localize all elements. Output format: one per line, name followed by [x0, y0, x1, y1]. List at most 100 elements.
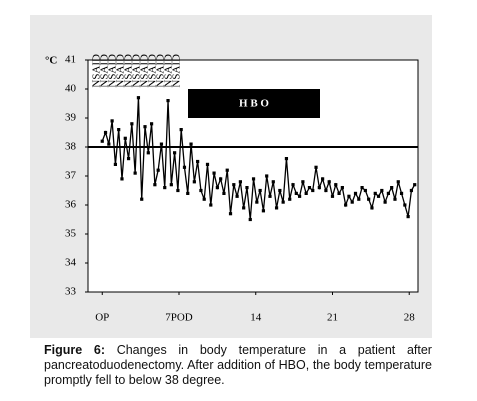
data-point — [179, 128, 183, 132]
data-point — [110, 119, 114, 123]
data-point — [196, 159, 200, 164]
data-point — [367, 197, 371, 201]
y-tick-label: 36 — [65, 199, 77, 211]
data-point — [235, 194, 239, 198]
data-point — [140, 197, 144, 201]
data-point — [173, 151, 177, 155]
data-point — [413, 183, 417, 187]
data-point — [390, 186, 394, 190]
data-point — [297, 194, 302, 198]
data-point — [117, 128, 121, 132]
data-point — [258, 188, 262, 193]
data-point — [219, 177, 223, 181]
data-point — [192, 180, 196, 184]
data-point — [350, 200, 354, 204]
x-tick-label: 21 — [327, 312, 338, 324]
nsaid-label: NSAID — [171, 54, 183, 88]
data-point — [107, 142, 111, 146]
data-point — [123, 136, 127, 140]
data-point — [153, 183, 157, 187]
data-point — [113, 162, 118, 166]
data-point — [327, 180, 331, 184]
data-point — [317, 186, 321, 190]
data-point — [163, 186, 167, 190]
nsaid-label: NSAID — [139, 54, 151, 88]
data-point — [255, 200, 259, 204]
data-point — [314, 165, 318, 169]
nsaid-label: NSAID — [131, 54, 143, 88]
nsaid-label: NSAID — [115, 54, 127, 88]
nsaid-label: NSAID — [163, 54, 175, 88]
caption: Figure 6: Changes in body temperature in… — [44, 343, 432, 388]
data-point — [209, 203, 213, 207]
data-point — [156, 168, 160, 172]
data-point — [242, 206, 246, 210]
x-tick-label: 7POD — [165, 312, 193, 324]
data-point — [363, 188, 367, 193]
data-point — [126, 157, 131, 161]
data-point — [133, 171, 137, 175]
data-point — [301, 180, 305, 184]
data-point — [274, 206, 279, 210]
hbo-box — [188, 89, 320, 118]
data-point — [278, 188, 282, 193]
nsaid-label: NSAID — [99, 54, 111, 88]
data-point — [222, 191, 226, 195]
data-point — [399, 191, 404, 195]
data-point — [353, 191, 358, 195]
data-point — [245, 186, 249, 190]
data-point — [268, 194, 272, 198]
data-point — [238, 180, 242, 184]
y-tick-label: 38 — [65, 141, 77, 153]
data-point — [149, 122, 154, 126]
chart: °C H B O 33 34 35 36 37 38 39 40 41 OP 7POD 14 21 28 N… — [30, 15, 432, 338]
data-point — [271, 180, 275, 184]
data-point — [228, 212, 233, 216]
data-point — [330, 194, 335, 198]
data-point — [386, 191, 390, 195]
x-tick-label: 28 — [404, 312, 416, 324]
data-point — [202, 197, 206, 201]
data-point — [261, 209, 266, 213]
data-point — [294, 191, 298, 195]
data-point — [186, 191, 190, 195]
data-point — [159, 142, 164, 146]
data-point — [136, 96, 141, 100]
hbo-label: H B O — [239, 98, 269, 110]
caption-text: Changes in body temperature in a patient… — [44, 343, 432, 387]
data-point — [373, 191, 377, 195]
y-tick-label: 34 — [65, 257, 77, 269]
data-point — [357, 197, 361, 201]
data-point — [403, 203, 407, 207]
data-point — [406, 215, 410, 219]
y-tick-label: 37 — [65, 170, 77, 182]
caption-label: Figure 6: — [44, 343, 105, 357]
data-point — [166, 99, 170, 103]
nsaid-label: NSAID — [147, 54, 159, 88]
data-point — [251, 177, 256, 181]
x-tick-label: OP — [95, 312, 109, 324]
data-point — [380, 188, 384, 193]
data-point — [340, 186, 344, 190]
nsaid-label: NSAID — [91, 54, 103, 88]
data-point — [307, 186, 312, 190]
data-point — [205, 162, 210, 166]
x-tick-label: 14 — [250, 312, 262, 324]
data-point — [143, 125, 147, 129]
data-point — [304, 191, 308, 195]
data-point — [396, 180, 400, 184]
data-point — [169, 183, 173, 187]
data-point — [103, 130, 108, 135]
nsaid-label: NSAID — [123, 54, 135, 88]
data-point — [337, 191, 341, 195]
data-point — [215, 186, 219, 190]
data-point — [288, 197, 292, 201]
data-point — [232, 183, 236, 187]
data-point — [146, 151, 150, 155]
data-point — [189, 142, 193, 146]
y-unit: °C — [45, 55, 57, 67]
y-tick-label: 33 — [65, 286, 77, 298]
data-point — [344, 203, 348, 207]
y-tick-label: 35 — [65, 228, 77, 240]
